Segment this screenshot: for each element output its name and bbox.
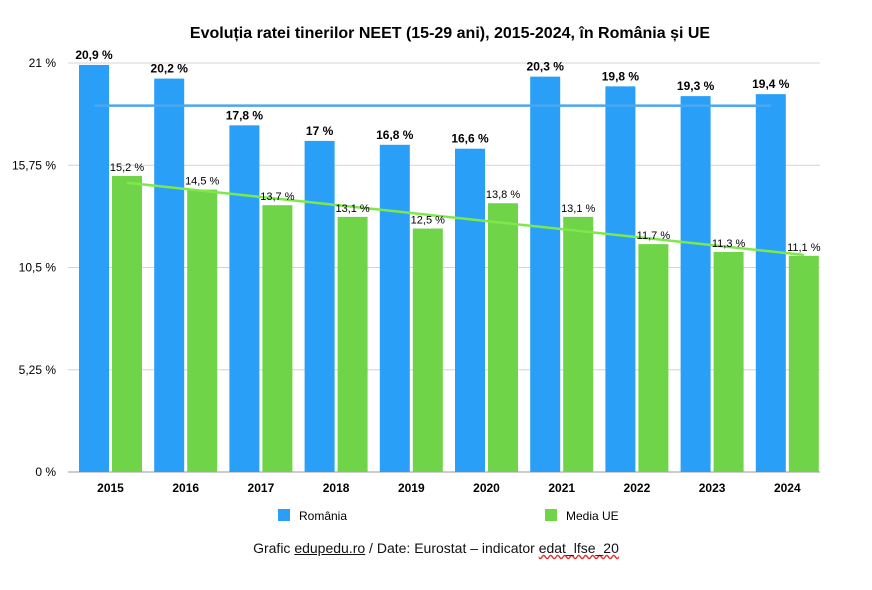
romania-bar <box>379 144 410 473</box>
data-label: 13,1 % <box>335 203 369 215</box>
eu-bar <box>337 216 368 472</box>
data-label: 14,5 % <box>185 176 219 188</box>
eu-bar <box>488 203 518 472</box>
eu-bar <box>713 251 744 472</box>
romania-bar <box>79 64 109 472</box>
data-label: 20,9 % <box>75 48 113 62</box>
x-tick-label: 2020 <box>473 481 500 495</box>
romania-bar <box>304 140 335 472</box>
romania-bar <box>755 94 786 473</box>
y-tick-label: 10,5 % <box>19 261 57 275</box>
data-label: 13,8 % <box>486 189 520 201</box>
legend-swatch <box>278 509 290 521</box>
x-tick-label: 2016 <box>172 481 199 495</box>
data-label: 12,5 % <box>411 215 445 227</box>
indicator-code: edat_lfse_20 <box>538 540 619 556</box>
data-label: 15,2 % <box>110 162 144 174</box>
legend-swatch <box>545 509 557 521</box>
data-label: 16,6 % <box>451 132 489 146</box>
y-tick-label: 5,25 % <box>19 363 57 377</box>
x-tick-label: 2017 <box>248 481 275 495</box>
eu-bar <box>112 175 142 472</box>
romania-bar <box>530 76 561 472</box>
romania-bar <box>229 125 260 473</box>
data-label: 20,2 % <box>151 62 189 76</box>
data-label: 13,1 % <box>561 203 595 215</box>
x-tick-label: 2021 <box>548 481 575 495</box>
x-tick-label: 2023 <box>699 481 726 495</box>
y-tick-label: 21 % <box>29 56 57 70</box>
data-label: 13,7 % <box>260 191 294 203</box>
source-link[interactable]: edupedu.ro <box>294 540 366 556</box>
legend-label: Media UE <box>566 509 619 523</box>
romania-bar <box>154 78 185 472</box>
data-label: 19,3 % <box>677 79 715 93</box>
data-label: 11,7 % <box>637 230 671 242</box>
eu-bar <box>563 216 594 472</box>
eu-bar <box>187 189 218 472</box>
data-label: 20,3 % <box>527 60 565 74</box>
x-tick-label: 2022 <box>624 481 651 495</box>
source-caption: Grafic edupedu.ro / Date: Eurostat – ind… <box>0 540 872 556</box>
data-label: 17 % <box>306 124 334 138</box>
romania-bar <box>455 148 485 472</box>
data-label: 11,3 % <box>712 238 746 250</box>
romania-bar <box>680 96 711 472</box>
data-label: 11,1 % <box>787 242 821 254</box>
data-label: 16,8 % <box>376 128 414 142</box>
eu-bar <box>638 244 669 472</box>
eu-bar <box>412 228 443 472</box>
x-tick-label: 2018 <box>323 481 350 495</box>
x-tick-label: 2024 <box>774 481 801 495</box>
eu-bar <box>262 205 293 472</box>
data-label: 17,8 % <box>226 108 264 122</box>
legend-label: România <box>299 509 347 523</box>
x-tick-label: 2019 <box>398 481 425 495</box>
caption-prefix: Grafic <box>253 540 295 556</box>
data-label: 19,4 % <box>752 77 790 91</box>
y-tick-label: 15,75 % <box>12 158 56 172</box>
caption-middle: / Date: Eurostat – indicator <box>365 540 539 556</box>
y-tick-label: 0 % <box>35 465 56 479</box>
romania-bar <box>605 86 636 472</box>
data-label: 19,8 % <box>602 69 640 83</box>
eu-trendline <box>126 181 804 257</box>
eu-bar <box>788 255 819 472</box>
x-tick-label: 2015 <box>97 481 124 495</box>
chart-title: Evoluția ratei tinerilor NEET (15-29 ani… <box>190 25 711 42</box>
